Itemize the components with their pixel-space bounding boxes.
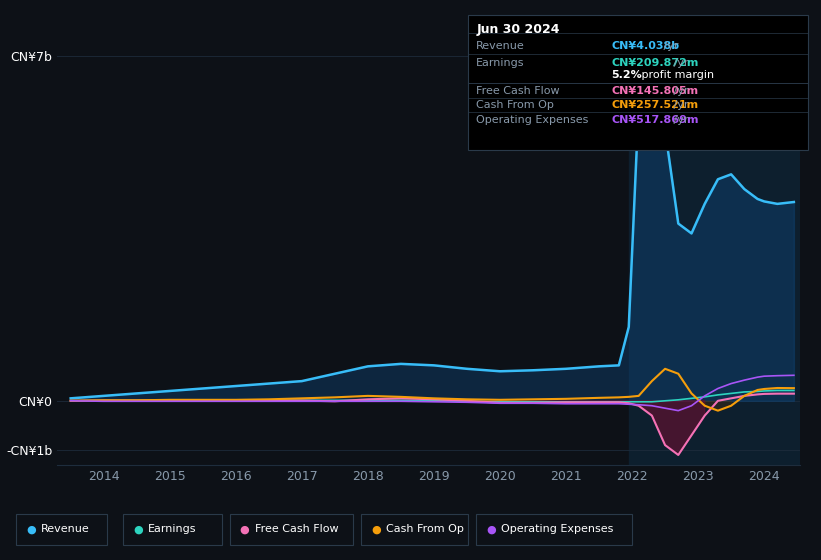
Text: /yr: /yr	[671, 86, 689, 96]
Text: Cash From Op: Cash From Op	[476, 100, 554, 110]
Text: ●: ●	[486, 524, 496, 534]
Text: Earnings: Earnings	[148, 524, 196, 534]
Text: profit margin: profit margin	[638, 71, 714, 81]
Text: CN¥209.872m: CN¥209.872m	[612, 58, 699, 68]
Text: Revenue: Revenue	[41, 524, 89, 534]
Text: 5.2%: 5.2%	[612, 71, 642, 81]
Text: ●: ●	[371, 524, 381, 534]
Text: Free Cash Flow: Free Cash Flow	[476, 86, 560, 96]
Text: CN¥517.869m: CN¥517.869m	[612, 115, 699, 125]
Text: CN¥4.038b: CN¥4.038b	[612, 41, 680, 51]
Text: Operating Expenses: Operating Expenses	[476, 115, 589, 125]
Text: Revenue: Revenue	[476, 41, 525, 51]
Text: Operating Expenses: Operating Expenses	[501, 524, 613, 534]
Text: Free Cash Flow: Free Cash Flow	[255, 524, 338, 534]
Text: /yr: /yr	[671, 100, 689, 110]
Text: CN¥257.521m: CN¥257.521m	[612, 100, 699, 110]
Text: ●: ●	[240, 524, 250, 534]
Text: ●: ●	[26, 524, 36, 534]
Text: CN¥145.805m: CN¥145.805m	[612, 86, 699, 96]
Text: Cash From Op: Cash From Op	[386, 524, 464, 534]
Text: /yr: /yr	[660, 41, 678, 51]
Text: /yr: /yr	[671, 115, 689, 125]
Text: Jun 30 2024: Jun 30 2024	[476, 22, 560, 35]
Text: /yr: /yr	[671, 58, 689, 68]
Text: Earnings: Earnings	[476, 58, 525, 68]
Text: ●: ●	[133, 524, 143, 534]
Bar	[629, 17, 800, 465]
